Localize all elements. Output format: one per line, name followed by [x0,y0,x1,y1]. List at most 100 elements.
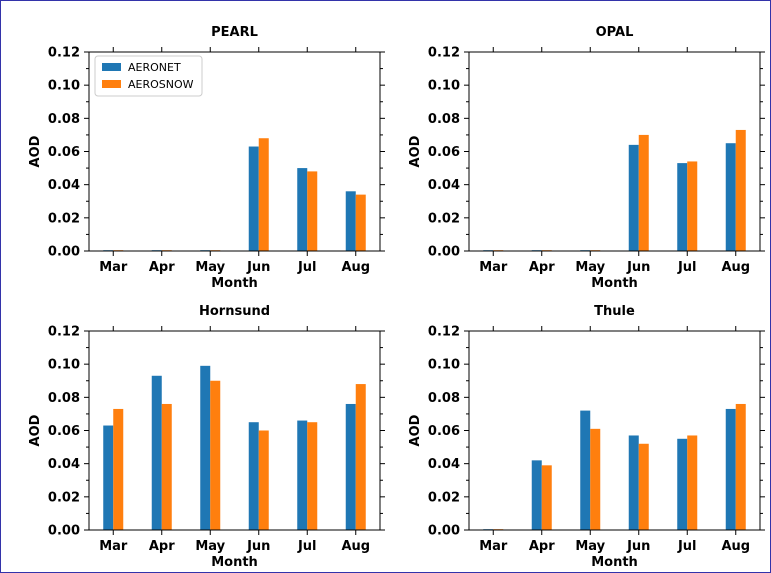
legend-swatch-aeronet [102,63,121,71]
bar-aerosnow-mar [113,408,124,530]
y-tick-label: 0.10 [48,79,80,94]
x-tick-label: Apr [529,260,555,275]
y-tick-label: 0.12 [428,46,460,61]
chart-panel-pearl: PEARL 0.00 0.02 0.04 0.06 0.08 0.10 0.12 Mar Apr M… [28,25,385,291]
x-tick-label: Jun [626,260,650,275]
bar-aeronet-aug [725,143,736,251]
chart-panel-opal: OPAL 0.00 0.02 0.04 0.06 0.08 0.10 0.12 Mar Apr Ma… [408,25,765,291]
legend-label-aeronet: AERONET [128,61,181,74]
x-tick-label: Mar [479,260,508,275]
chart-title: Hornsund [199,304,270,319]
x-tick-label: Mar [99,539,128,554]
x-tick-label: Jun [246,260,270,275]
bar-aerosnow-apr [161,403,172,530]
legend-box [94,55,203,97]
x-tick-label: Jul [677,260,697,275]
bar-aerosnow-may [210,380,221,530]
bar-aeronet-jul [677,438,688,530]
bar-aeronet-jul [677,163,688,251]
y-tick-label: 0.00 [48,245,80,260]
x-tick-label: Jul [297,260,317,275]
y-tick-label: 0.00 [428,524,460,539]
x-tick-label: Aug [341,539,370,554]
x-tick-label: Mar [99,260,128,275]
y-tick-label: 0.12 [48,46,80,61]
bar-aerosnow-aug [735,129,746,251]
y-tick-label: 0.02 [428,490,460,505]
bar-aerosnow-jul [687,161,698,251]
y-tick-label: 0.10 [48,358,80,373]
bar-aerosnow-jun [638,443,649,530]
y-tick-label: 0.10 [428,358,460,373]
bar-aerosnow-aug [355,194,366,251]
y-tick-label: 0.02 [48,490,80,505]
x-tick-label: Jun [626,539,650,554]
chart-title: Thule [594,304,635,319]
x-axis-label: Month [591,276,638,291]
legend-swatch-aerosnow [102,80,121,88]
y-tick-label: 0.04 [428,457,460,472]
bar-aeronet-jun [248,146,259,251]
chart-panel-hornsund: Hornsund 0.00 0.02 0.04 0.06 0.08 0.10 0.12 Mar A… [28,304,385,570]
x-tick-label: Aug [721,260,750,275]
bar-aerosnow-jun [258,138,269,251]
bar-aeronet-jul [297,168,308,251]
chart-panel-thule: Thule 0.00 0.02 0.04 0.06 0.08 0.10 0.12 Mar Apr M… [408,304,765,570]
x-tick-label: Apr [529,539,555,554]
bar-aerosnow-jun [638,134,649,251]
bar-aerosnow-jul [687,435,698,530]
bar-aerosnow-aug [735,403,746,530]
x-axis-label: Month [211,276,258,291]
bar-aeronet-mar [103,425,114,530]
x-axis-label: Month [211,555,258,570]
y-axis-label: AOD [408,414,423,446]
y-tick-label: 0.12 [48,325,80,340]
bar-aeronet-jul [297,420,308,530]
bar-aeronet-jun [628,144,639,251]
y-tick-label: 0.10 [428,79,460,94]
x-tick-label: Aug [721,539,750,554]
x-tick-label: Aug [341,260,370,275]
plot-frame [468,330,761,531]
bar-aeronet-apr [531,460,542,530]
x-tick-label: Apr [149,260,175,275]
x-tick-label: May [195,539,225,554]
bar-aeronet-aug [345,403,356,530]
y-axis-label: AOD [28,414,43,446]
x-tick-label: Apr [149,539,175,554]
y-axis-label: AOD [408,135,423,167]
bar-aerosnow-aug [355,384,366,530]
bar-aeronet-jun [628,435,639,530]
y-tick-label: 0.06 [48,145,80,160]
bar-aerosnow-jul [307,422,318,530]
y-tick-label: 0.02 [428,211,460,226]
y-tick-label: 0.08 [48,391,80,406]
plot-frame [468,51,761,252]
y-tick-label: 0.02 [48,211,80,226]
bar-aeronet-aug [725,408,736,530]
y-tick-label: 0.08 [48,112,80,127]
y-tick-label: 0.06 [48,424,80,439]
bar-aeronet-may [200,365,211,530]
chart-title: OPAL [596,25,634,40]
x-tick-label: Jul [297,539,317,554]
y-tick-label: 0.08 [428,112,460,127]
x-tick-label: Jul [677,539,697,554]
y-tick-label: 0.04 [48,178,80,193]
legend-label-aerosnow: AEROSNOW [128,78,194,91]
x-tick-label: May [195,260,225,275]
x-axis-label: Month [591,555,638,570]
y-tick-label: 0.00 [48,524,80,539]
chart-title: PEARL [211,25,258,40]
y-axis-label: AOD [28,135,43,167]
x-tick-label: Mar [479,539,508,554]
y-tick-label: 0.06 [428,424,460,439]
x-tick-label: Jun [246,539,270,554]
legend: AERONET AEROSNOW [94,55,203,97]
plot-frame [88,330,381,531]
y-tick-label: 0.06 [428,145,460,160]
y-tick-label: 0.04 [48,457,80,472]
bar-aerosnow-apr [541,465,552,530]
